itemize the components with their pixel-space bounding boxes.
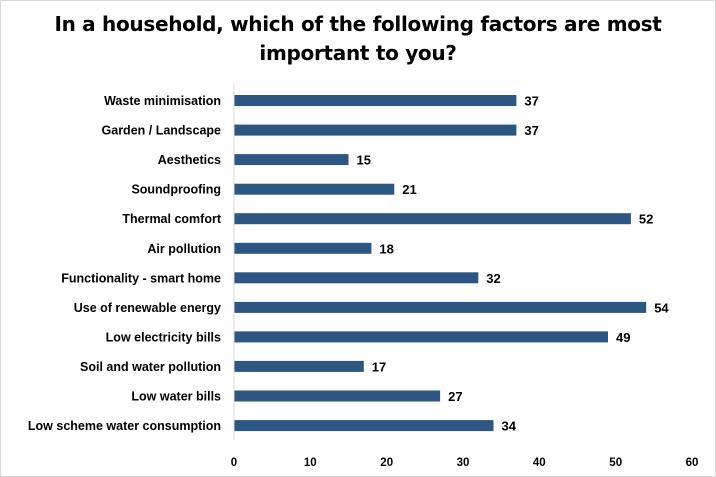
bar bbox=[234, 242, 372, 254]
data-label: 52 bbox=[639, 212, 653, 227]
x-tick-label: 60 bbox=[686, 457, 699, 469]
bars-layer bbox=[234, 95, 647, 432]
chart-title-line-1: In a household, which of the following f… bbox=[54, 12, 662, 36]
data-label: 32 bbox=[486, 271, 500, 286]
data-label: 49 bbox=[616, 330, 630, 345]
category-label: Air pollution bbox=[147, 242, 221, 256]
category-labels: Waste minimisation Garden / Landscape Aest… bbox=[28, 94, 222, 433]
data-label: 37 bbox=[524, 123, 538, 138]
x-axis: 0 10 20 30 40 50 60 bbox=[231, 83, 699, 469]
category-label: Low water bills bbox=[131, 390, 221, 404]
bar bbox=[234, 183, 395, 195]
bar bbox=[234, 301, 647, 313]
data-label: 54 bbox=[654, 300, 669, 315]
bar bbox=[234, 95, 517, 106]
data-label: 37 bbox=[524, 94, 538, 109]
bar bbox=[234, 154, 349, 166]
bar bbox=[234, 272, 479, 284]
data-label: 15 bbox=[357, 153, 371, 168]
x-tick-label: 40 bbox=[533, 457, 546, 469]
category-label: Functionality - smart home bbox=[61, 271, 221, 285]
category-label: Aesthetics bbox=[158, 153, 221, 167]
bar bbox=[234, 213, 631, 225]
category-label: Use of renewable energy bbox=[74, 301, 221, 315]
data-label: 17 bbox=[372, 359, 386, 374]
data-label: 18 bbox=[379, 241, 393, 256]
x-tick-label: 30 bbox=[457, 457, 470, 469]
x-tick-label: 10 bbox=[304, 457, 317, 469]
category-label: Soundproofing bbox=[131, 183, 221, 197]
data-label: 21 bbox=[402, 182, 416, 197]
category-label: Garden / Landscape bbox=[102, 124, 222, 138]
bar bbox=[234, 360, 364, 372]
chart-title: In a household, which of the following f… bbox=[0, 10, 716, 68]
chart-title-line-2: important to you? bbox=[259, 41, 457, 65]
bar bbox=[234, 390, 441, 402]
value-labels: 37 37 15 21 52 18 32 54 49 17 27 34 bbox=[357, 94, 670, 434]
bar bbox=[234, 420, 494, 432]
x-tick-label: 50 bbox=[609, 457, 622, 469]
bar bbox=[234, 331, 608, 343]
bar bbox=[234, 124, 517, 136]
category-label: Waste minimisation bbox=[104, 94, 221, 108]
x-tick-label: 20 bbox=[380, 457, 393, 469]
category-label: Thermal comfort bbox=[122, 212, 221, 226]
x-tick-label: 0 bbox=[231, 457, 237, 469]
data-label: 27 bbox=[448, 389, 462, 404]
category-label: Low scheme water consumption bbox=[28, 419, 221, 433]
category-label: Low electricity bills bbox=[106, 330, 221, 344]
category-label: Soil and water pollution bbox=[80, 360, 221, 374]
data-label: 34 bbox=[502, 419, 517, 434]
